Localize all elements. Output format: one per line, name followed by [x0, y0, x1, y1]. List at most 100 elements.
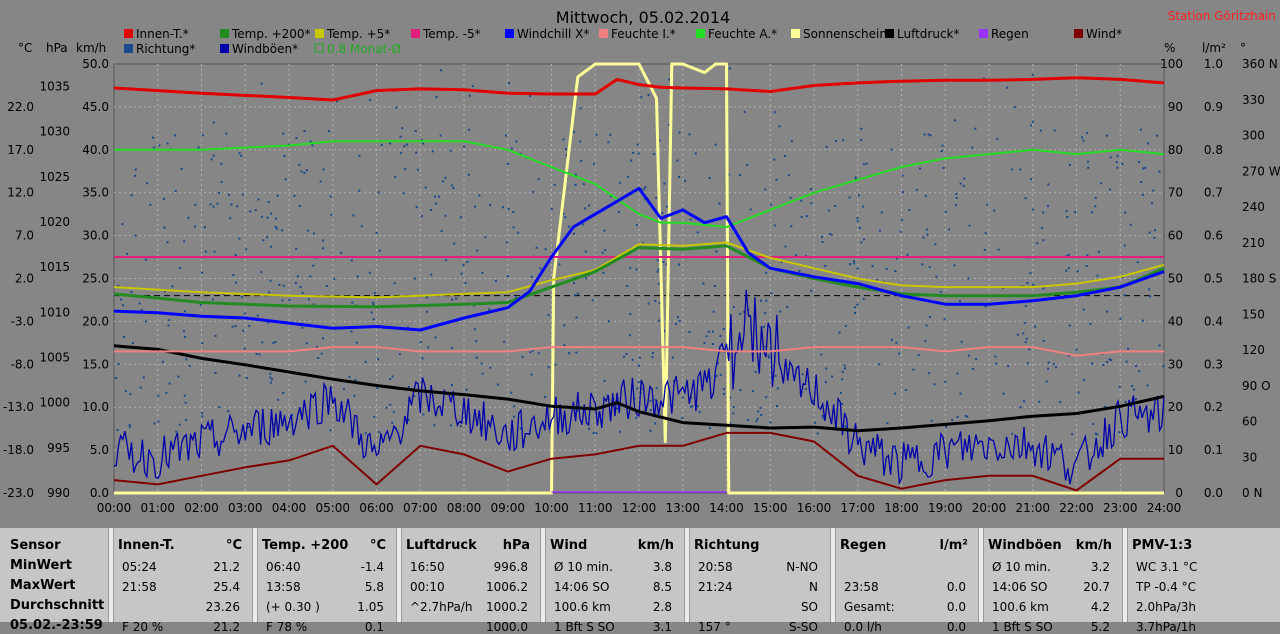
richtung-point: [501, 206, 504, 209]
richtung-point: [358, 189, 361, 192]
richtung-point: [904, 389, 907, 392]
richtung-point: [1082, 139, 1085, 142]
richtung-point: [508, 82, 511, 85]
richtung-point: [1119, 317, 1122, 320]
legend-swatch: [696, 29, 705, 38]
richtung-point: [601, 251, 604, 254]
richtung-point: [327, 130, 330, 133]
richtung-point: [787, 174, 790, 177]
richtung-point: [481, 372, 484, 375]
richtung-point: [1030, 124, 1033, 127]
legend-label: Sonnenschein: [803, 27, 887, 41]
richtung-point: [243, 347, 246, 350]
richtung-point: [894, 270, 897, 273]
richtung-point: [576, 292, 579, 295]
richtung-point: [126, 252, 129, 255]
richtung-point: [312, 264, 315, 267]
richtung-point: [691, 405, 694, 408]
richtung-point: [858, 194, 861, 197]
richtung-point: [886, 422, 889, 425]
richtung-point: [923, 133, 926, 136]
stats-cell-label: 13:58: [266, 580, 301, 594]
richtung-point: [935, 275, 938, 278]
richtung-point: [715, 250, 718, 253]
richtung-point: [778, 125, 781, 128]
richtung-point: [1010, 168, 1013, 171]
legend-swatch: [791, 29, 800, 38]
stats-cell-label: 05:24: [122, 560, 157, 574]
statistics-panel: Sensor MinWert MaxWert Durchschnitt 05.02.-2…: [0, 528, 1280, 634]
richtung-point: [179, 267, 182, 270]
richtung-point: [161, 360, 164, 363]
richtung-point: [597, 412, 600, 415]
richtung-point: [956, 372, 959, 375]
series-line-wind: [113, 431, 1164, 492]
richtung-point: [1042, 287, 1045, 290]
stats-separator: [684, 528, 690, 622]
richtung-point: [668, 78, 671, 81]
richtung-point: [564, 148, 567, 151]
richtung-point: [749, 314, 752, 317]
richtung-point: [1027, 362, 1030, 365]
richtung-point: [860, 139, 863, 142]
richtung-point: [756, 417, 759, 420]
richtung-point: [422, 142, 425, 145]
richtung-point: [649, 399, 652, 402]
richtung-point: [630, 159, 633, 162]
richtung-point: [618, 181, 621, 184]
richtung-point: [322, 247, 325, 250]
richtung-point: [994, 355, 997, 358]
richtung-point: [1129, 223, 1132, 226]
richtung-point: [767, 356, 770, 359]
richtung-point: [512, 415, 515, 418]
richtung-point: [350, 330, 353, 333]
richtung-point: [506, 162, 509, 165]
richtung-point: [184, 335, 187, 338]
richtung-point: [358, 154, 361, 157]
y-tick-label-rain_lm2: 0.3: [1204, 357, 1223, 371]
richtung-point: [270, 212, 273, 215]
richtung-point: [489, 366, 492, 369]
richtung-point: [1150, 202, 1153, 205]
richtung-point: [450, 346, 453, 349]
richtung-point: [729, 422, 732, 425]
richtung-point: [775, 178, 778, 181]
legend-label: Temp. +5*: [326, 27, 390, 41]
richtung-point: [885, 267, 888, 270]
legend-swatch: [314, 43, 324, 53]
richtung-point: [810, 289, 813, 292]
richtung-point: [462, 263, 465, 266]
richtung-point: [258, 353, 261, 356]
richtung-point: [1022, 400, 1025, 403]
richtung-point: [584, 207, 587, 210]
richtung-point: [227, 193, 230, 196]
richtung-point: [178, 423, 181, 426]
richtung-point: [770, 292, 773, 295]
x-tick-label: 08:00: [447, 501, 482, 515]
richtung-point: [628, 334, 631, 337]
axis-units: °C hPa km/h% l/m² °: [18, 41, 1246, 55]
y-tick-label-wind_kmh: 45.0: [82, 100, 109, 114]
richtung-point: [283, 154, 286, 157]
richtung-point: [415, 151, 418, 154]
richtung-point: [1032, 283, 1035, 286]
richtung-point: [575, 316, 578, 319]
richtung-point: [795, 254, 798, 257]
y-tick-label-rain_lm2: 0.8: [1204, 143, 1223, 157]
richtung-point: [201, 271, 204, 274]
richtung-point: [688, 331, 691, 334]
richtung-point: [261, 341, 264, 344]
series-line-innen-t: [113, 76, 1165, 102]
richtung-point: [934, 243, 937, 246]
x-tick-label: 14:00: [709, 501, 744, 515]
richtung-point: [939, 291, 942, 294]
richtung-point: [1118, 385, 1121, 388]
richtung-point: [703, 341, 706, 344]
stats-column-unit: °C: [225, 538, 242, 553]
richtung-point: [245, 248, 248, 251]
richtung-point: [405, 143, 408, 146]
richtung-point: [163, 290, 166, 293]
legend-label: Regen: [991, 27, 1029, 41]
richtung-point: [860, 241, 863, 244]
